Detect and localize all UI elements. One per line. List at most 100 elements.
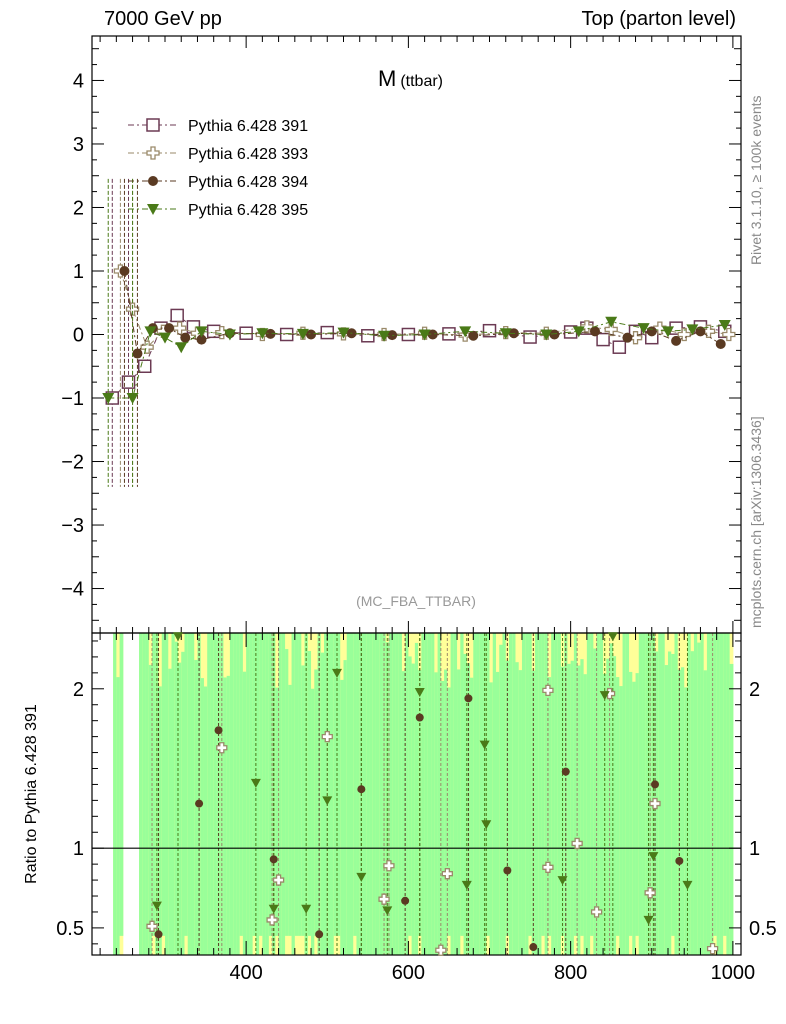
data-point xyxy=(180,332,191,343)
data-point xyxy=(441,868,453,880)
data-point xyxy=(482,323,497,338)
data-point xyxy=(337,327,350,339)
ratio-band-inner xyxy=(470,677,474,955)
ratio-band-inner xyxy=(187,633,192,955)
data-point xyxy=(599,691,610,701)
ratio-band-inner xyxy=(677,669,682,955)
ratio-y-tick-label: 2 xyxy=(73,679,84,701)
ratio-band-inner xyxy=(447,687,452,936)
data-point xyxy=(383,860,395,872)
ratio-band-inner xyxy=(609,643,614,955)
data-point xyxy=(542,684,554,697)
ratio-band-inner xyxy=(314,669,319,936)
ratio-band-inner xyxy=(632,681,637,955)
ratio-band-inner xyxy=(165,633,169,955)
ratio-band-inner xyxy=(265,633,270,955)
plot-title: M (ttbar) xyxy=(378,66,443,91)
ratio-band-inner xyxy=(723,633,727,936)
ratio-band-inner xyxy=(233,633,237,955)
data-point xyxy=(195,799,204,808)
data-point xyxy=(561,767,570,776)
ratio-band-inner xyxy=(525,633,529,955)
data-point xyxy=(722,327,736,342)
ratio-band-inner xyxy=(729,663,734,955)
ratio-y-tick-label-right: 0.5 xyxy=(749,918,777,940)
ratio-band-inner xyxy=(340,679,344,955)
ratio-y-tick-label-right: 2 xyxy=(749,679,760,701)
ratio-band-inner xyxy=(336,633,341,936)
data-point xyxy=(215,325,229,340)
ratio-band-inner xyxy=(508,633,513,955)
ratio-band-inner xyxy=(434,672,439,955)
ratio-band-inner xyxy=(719,633,724,955)
ratio-band-inner xyxy=(629,671,633,936)
ratio-band-inner xyxy=(606,658,611,955)
ratio-band-inner xyxy=(573,633,578,936)
ratio-band-inner xyxy=(281,633,286,955)
ratio-band-inner xyxy=(515,662,520,955)
ratio-band-inner xyxy=(320,652,325,955)
data-point xyxy=(170,308,184,323)
data-point xyxy=(607,632,618,642)
y-tick-label: −3 xyxy=(61,515,84,537)
data-point xyxy=(637,323,650,335)
ratio-band-inner xyxy=(362,633,367,955)
data-point xyxy=(216,742,228,754)
data-point xyxy=(590,906,603,918)
data-point xyxy=(414,687,425,697)
data-point xyxy=(296,328,309,340)
ratio-band-inner xyxy=(541,633,546,936)
ratio-band-inner xyxy=(580,659,585,936)
ratio-band-inner xyxy=(502,633,507,955)
ratio-band-inner xyxy=(674,633,679,955)
data-point xyxy=(646,326,657,337)
ratio-band-inner xyxy=(521,633,526,955)
ratio-band-inner xyxy=(560,666,565,936)
ratio-band-inner xyxy=(259,633,263,936)
ratio-band-inner xyxy=(327,633,332,955)
ratio-band-inner xyxy=(486,633,491,936)
x-tick-label: 800 xyxy=(554,962,587,984)
ratio-band-inner xyxy=(453,633,458,955)
header-right-label: Top (parton level) xyxy=(581,8,736,30)
data-point xyxy=(175,342,188,354)
ratio-band-inner xyxy=(427,633,432,955)
ratio-y-tick-label-right: 1 xyxy=(749,838,760,860)
ratio-band-inner xyxy=(703,670,708,955)
ratio-band-inner xyxy=(444,669,448,955)
ratio-band-inner xyxy=(437,633,442,955)
ratio-band-inner xyxy=(194,659,198,955)
ratio-band-inner xyxy=(528,633,533,936)
ratio-band-inner xyxy=(554,633,559,955)
data-point xyxy=(542,861,554,873)
ratio-band-inner xyxy=(148,664,153,955)
data-point xyxy=(272,874,285,886)
ratio-band-inner xyxy=(203,686,208,955)
data-point xyxy=(125,302,140,316)
ratio-band-inner xyxy=(690,651,695,955)
ratio-band-inner xyxy=(557,633,562,955)
ratio-band-inner xyxy=(395,633,400,955)
data-point xyxy=(715,339,726,350)
ratio-band-inner xyxy=(577,665,581,955)
data-point xyxy=(499,328,512,340)
ratio-band-inner xyxy=(226,675,231,955)
ratio-band-inner xyxy=(294,633,299,936)
ratio-band-inner xyxy=(710,633,714,955)
ratio-band-inner xyxy=(375,633,380,955)
ratio-band-inner xyxy=(379,633,383,955)
ratio-band-inner xyxy=(625,633,630,955)
ratio-series-1 xyxy=(154,694,684,952)
ratio-band-inner xyxy=(174,641,179,955)
data-point xyxy=(612,340,627,354)
ratio-band-inner xyxy=(229,633,234,955)
data-point xyxy=(461,880,472,890)
ratio-band-inner xyxy=(612,656,617,955)
data-point xyxy=(651,780,660,789)
data-point xyxy=(643,915,654,925)
ratio-band-inner xyxy=(713,633,718,936)
ratio-band-inner xyxy=(658,633,662,955)
ratio-band-inner xyxy=(635,673,640,936)
ratio-bands xyxy=(113,633,734,955)
